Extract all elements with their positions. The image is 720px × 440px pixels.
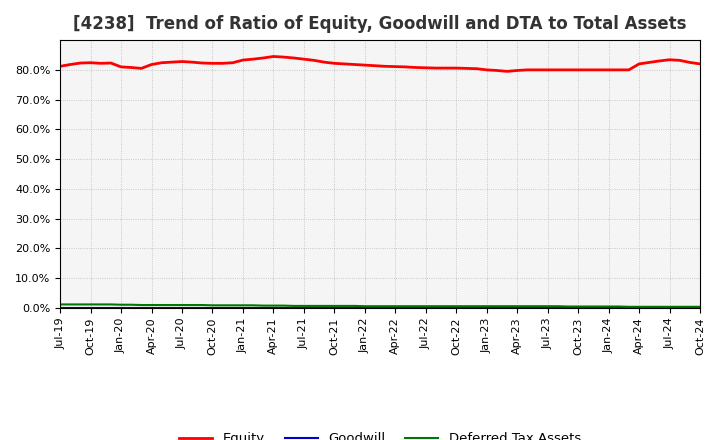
Equity — [381, 64, 390, 69]
Deferred Tax Assets — [137, 302, 145, 308]
Deferred Tax Assets — [696, 304, 704, 309]
Deferred Tax Assets — [411, 304, 420, 309]
Legend: Equity, Goodwill, Deferred Tax Assets: Equity, Goodwill, Deferred Tax Assets — [174, 427, 586, 440]
Goodwill — [55, 305, 64, 311]
Goodwill — [696, 305, 704, 311]
Line: Deferred Tax Assets: Deferred Tax Assets — [60, 304, 700, 307]
Deferred Tax Assets — [462, 304, 471, 309]
Equity — [472, 66, 481, 71]
Goodwill — [472, 305, 481, 311]
Goodwill — [411, 305, 420, 311]
Equity — [55, 64, 64, 69]
Deferred Tax Assets — [320, 303, 328, 308]
Deferred Tax Assets — [472, 304, 481, 309]
Goodwill — [137, 305, 145, 311]
Equity — [137, 66, 145, 71]
Deferred Tax Assets — [624, 304, 633, 309]
Equity — [421, 65, 430, 70]
Deferred Tax Assets — [371, 304, 379, 309]
Equity — [330, 61, 338, 66]
Equity — [503, 69, 511, 74]
Equity — [269, 54, 278, 59]
Goodwill — [462, 305, 471, 311]
Goodwill — [320, 305, 328, 311]
Goodwill — [371, 305, 379, 311]
Line: Equity: Equity — [60, 56, 700, 71]
Title: [4238]  Trend of Ratio of Equity, Goodwill and DTA to Total Assets: [4238] Trend of Ratio of Equity, Goodwil… — [73, 15, 687, 33]
Equity — [482, 67, 491, 73]
Deferred Tax Assets — [55, 302, 64, 307]
Equity — [696, 61, 704, 66]
